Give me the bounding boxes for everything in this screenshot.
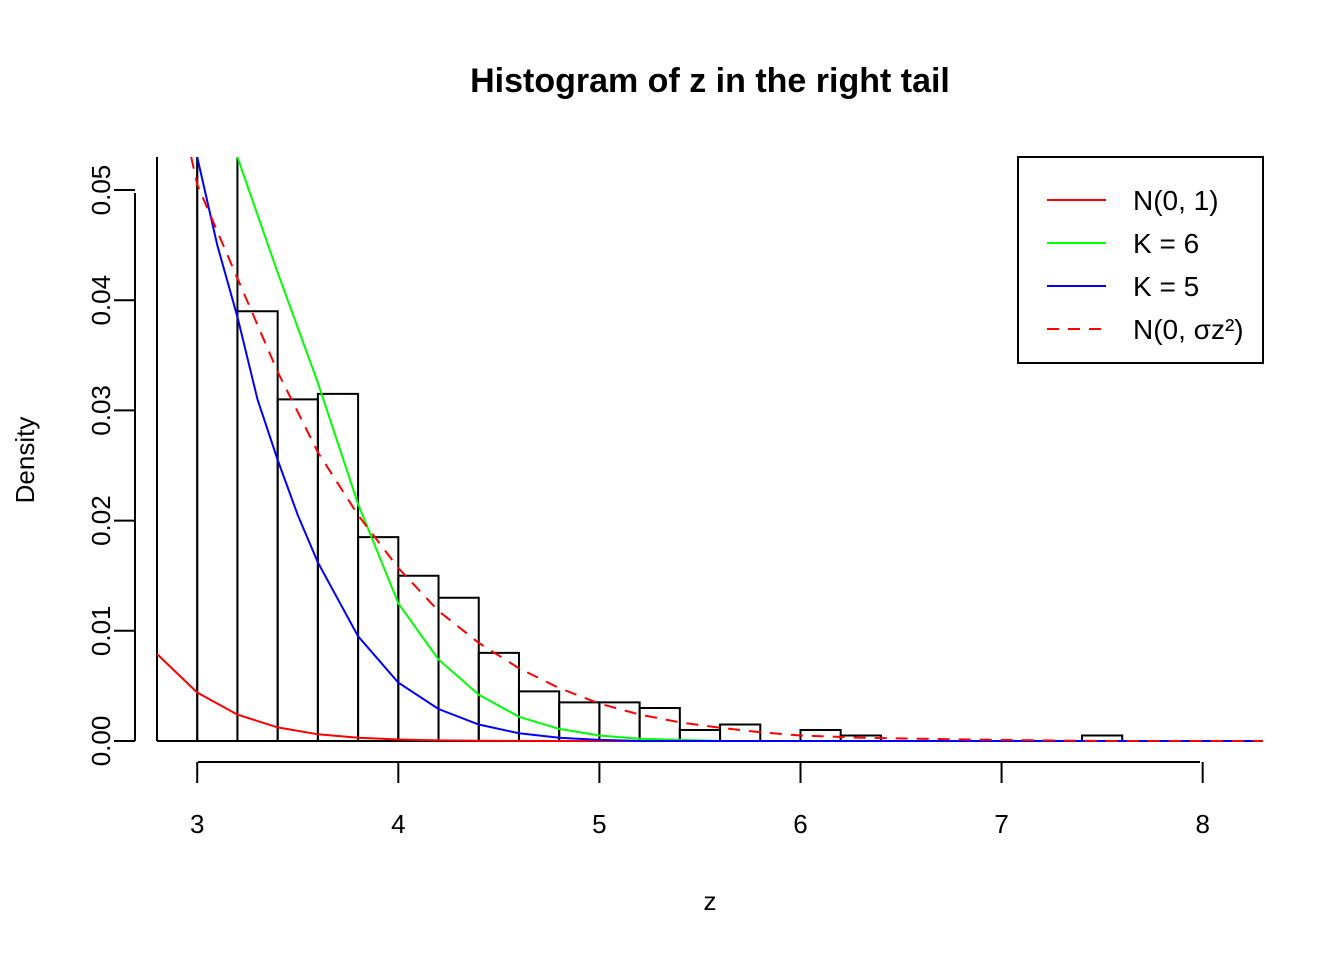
curve-series-0	[156, 653, 1263, 742]
y-tick-label-3: 0.03	[86, 385, 116, 436]
histogram-bar-14	[719, 723, 762, 742]
x-ticks: 3 4 5 6 7 8	[190, 762, 1210, 839]
y-tick-label-0: 0.00	[86, 716, 116, 767]
legend-label-2: K = 5	[1133, 271, 1199, 302]
histogram-bars	[156, 157, 1124, 742]
x-tick-label-5: 8	[1195, 809, 1209, 839]
legend-label-0: N(0, 1)	[1133, 185, 1219, 216]
y-tick-label-4: 0.04	[86, 275, 116, 326]
histogram-bar-5	[357, 536, 400, 742]
histogram-bar-0	[156, 157, 199, 742]
curve-series-3	[190, 156, 1263, 742]
x-tick-label-0: 3	[190, 809, 204, 839]
histogram-bar-4	[316, 392, 360, 742]
x-axis-label: z	[704, 886, 717, 916]
legend: N(0, 1) K = 6 K = 5 N(0, σz²)	[1017, 156, 1264, 364]
x-tick-label-3: 6	[793, 809, 807, 839]
legend-label-1: K = 6	[1133, 228, 1199, 259]
x-tick-label-4: 7	[994, 809, 1008, 839]
histogram-bar-7	[437, 596, 480, 742]
histogram-bar-6	[397, 574, 440, 742]
histogram-bar-12	[638, 706, 681, 742]
legend-label-3: N(0, σz²)	[1133, 314, 1244, 345]
histogram-bar-2	[236, 310, 279, 742]
x-tick-label-1: 4	[391, 809, 405, 839]
chart-title: Histogram of z in the right tail	[470, 62, 950, 100]
axes: 3 4 5 6 7 8 0.00 0.01 0.02 0.03 0.04 0.05	[86, 165, 1210, 839]
density-curves	[156, 156, 1263, 742]
y-ticks: 0.00 0.01 0.02 0.03 0.04 0.05	[86, 165, 135, 767]
histogram-bar-3	[276, 398, 319, 742]
y-tick-label-2: 0.02	[86, 495, 116, 546]
x-tick-label-2: 5	[592, 809, 606, 839]
y-tick-label-1: 0.01	[86, 606, 116, 657]
y-axis-label: Density	[10, 417, 40, 504]
curve-series-2	[196, 156, 1263, 742]
y-tick-label-5: 0.05	[86, 165, 116, 216]
